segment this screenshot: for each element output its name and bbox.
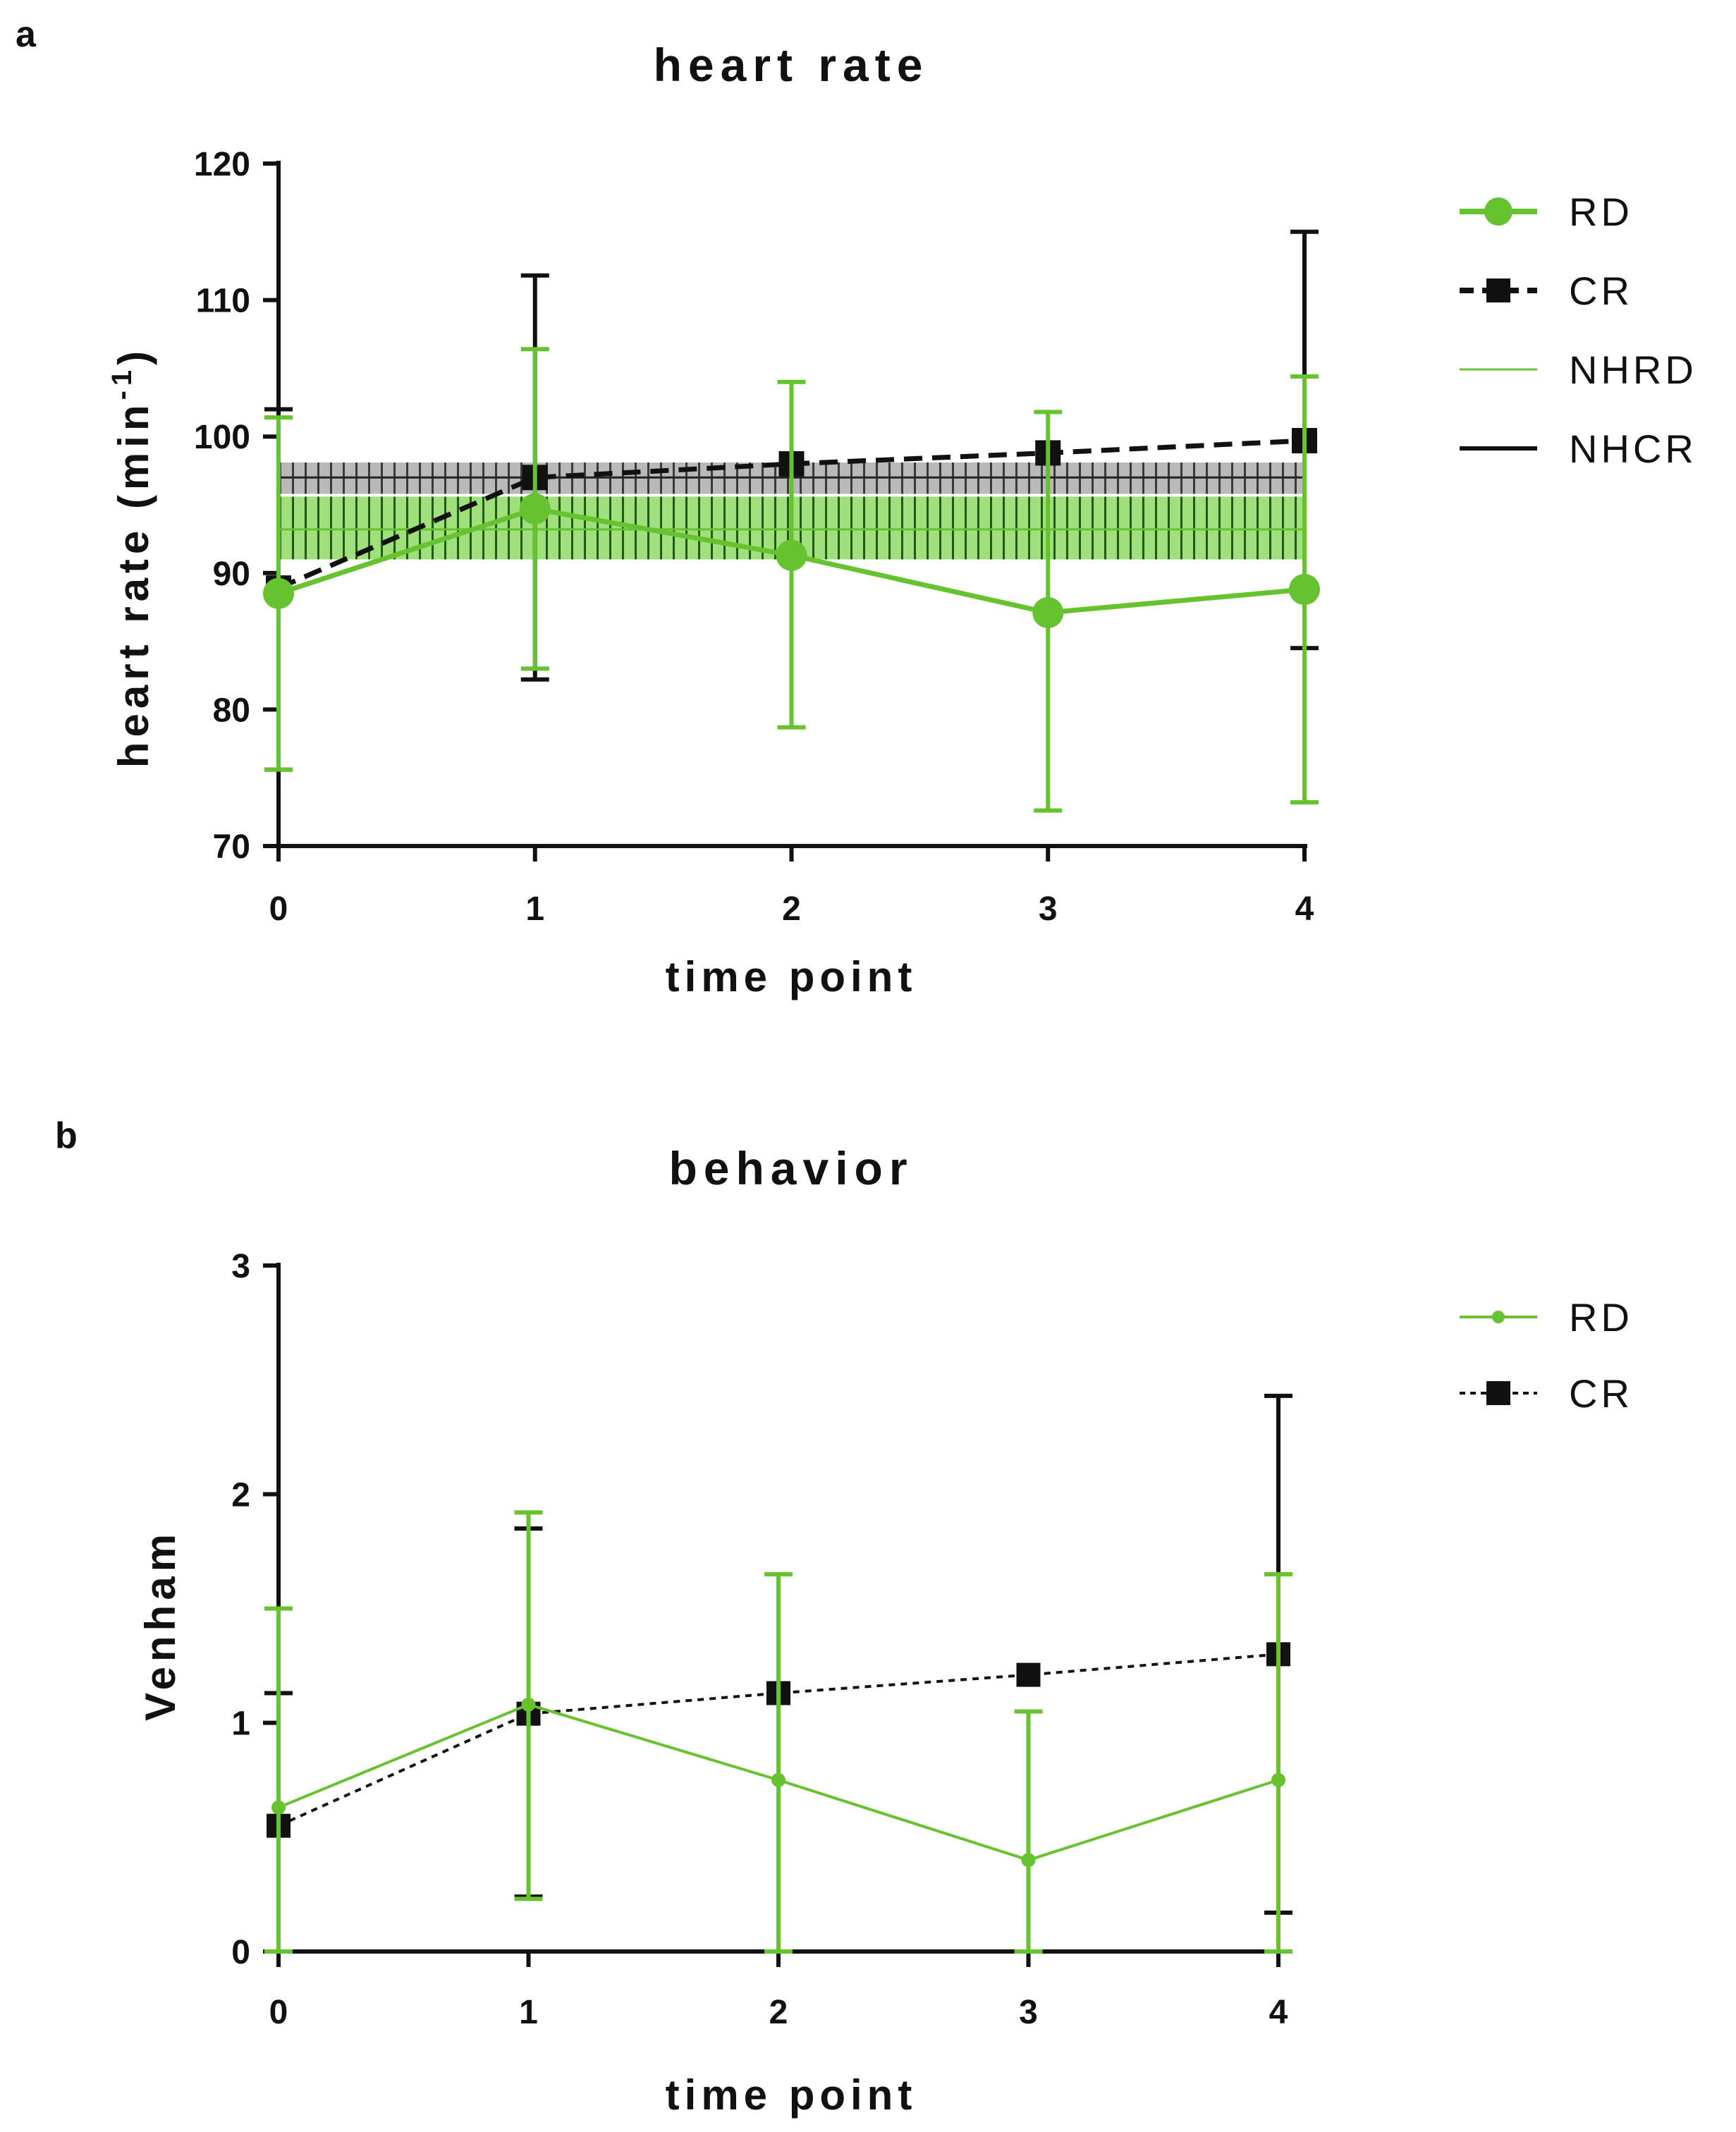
x-tick-label-b: 2: [769, 1994, 788, 2031]
legend-label-rd: RD: [1569, 1295, 1633, 1340]
y-tick-label-a: 90: [213, 556, 250, 593]
legend-marker-rd: [1484, 197, 1512, 226]
y-tick-label-a: 80: [213, 692, 250, 729]
legend-label-nhcr: NHCR: [1569, 427, 1697, 471]
legend-b: RD CR: [1460, 1295, 1633, 1416]
data-point-rd: [1289, 574, 1320, 606]
series-line-cr: [278, 1653, 1279, 1827]
legend-label-cr: CR: [1569, 269, 1633, 313]
x-tick-label-a: 4: [1295, 890, 1314, 928]
y-tick-label-b: 2: [231, 1476, 250, 1514]
x-tick-label-b: 0: [269, 1994, 288, 2031]
y-axis-label-a-sup: -1: [106, 365, 137, 400]
data-point-rd: [771, 1772, 786, 1787]
panel-label-b: b: [55, 1115, 78, 1156]
x-tick-label-b: 3: [1019, 1994, 1038, 2031]
y-axis-label-a-close: ): [110, 346, 157, 365]
data-point-rd: [263, 577, 294, 609]
panel-label-a: a: [16, 14, 37, 55]
y-tick-label-b: 3: [231, 1248, 250, 1285]
data-point-rd: [271, 1800, 286, 1815]
data-point-rd: [521, 1697, 536, 1712]
x-tick-label-b: 4: [1269, 1994, 1288, 2031]
y-tick-label-a: 100: [194, 419, 250, 456]
legend-label-rd: RD: [1569, 190, 1633, 234]
legend-marker-cr: [1486, 1381, 1510, 1405]
data-point-rd: [1021, 1853, 1036, 1868]
legend-label-cr: CR: [1569, 1371, 1633, 1416]
data-point-rd: [519, 493, 551, 525]
x-axis-label-a: time point: [666, 953, 917, 1000]
x-tick-label-b: 1: [519, 1994, 538, 2031]
x-tick-label-a: 3: [1039, 890, 1058, 928]
x-tick-label-a: 0: [269, 890, 288, 928]
y-tick-label-b: 1: [231, 1705, 250, 1743]
panel-b: b behavior 0 1 2 3 0 1 2 3 4 time point Venham R…: [55, 1115, 1633, 2119]
panel-a: a heart rate 70 80 90 100 110 120 0 1 2 3 4 time p…: [16, 14, 1697, 1000]
chart-title-a: heart rate: [654, 39, 929, 91]
data-point-cr: [1016, 1662, 1041, 1687]
y-axis-label-a: heart rate (min-1): [106, 346, 157, 768]
data-point-rd: [1271, 1772, 1285, 1787]
data-point-rd: [776, 539, 807, 571]
x-tick-label-a: 1: [525, 890, 544, 928]
x-tick-label-a: 2: [782, 890, 801, 928]
legend-marker-rd: [1492, 1311, 1505, 1323]
legend-marker-cr: [1486, 278, 1510, 302]
chart-title-b: behavior: [668, 1142, 913, 1194]
legend-label-nhrd: NHRD: [1569, 348, 1697, 392]
axes-b: 0 1 2 3 0 1 2 3 4: [231, 1248, 1288, 2031]
y-axis-label-b: Venham: [137, 1529, 184, 1721]
axes-a: 70 80 90 100 110 120 0 1 2 3 4: [194, 146, 1314, 928]
legend-a: RD CR NHRD NHCR: [1460, 190, 1697, 471]
y-tick-label-a: 120: [194, 146, 250, 183]
series-a: [263, 229, 1320, 813]
x-axis-label-b: time point: [666, 2071, 917, 2119]
y-tick-label-a: 110: [196, 283, 250, 320]
data-point-rd: [1032, 596, 1064, 628]
y-tick-label-b: 0: [231, 1934, 250, 1971]
y-axis-label-a-main: heart rate (min: [110, 400, 157, 768]
series-b: [264, 1393, 1292, 1954]
y-tick-label-a: 70: [213, 828, 250, 866]
